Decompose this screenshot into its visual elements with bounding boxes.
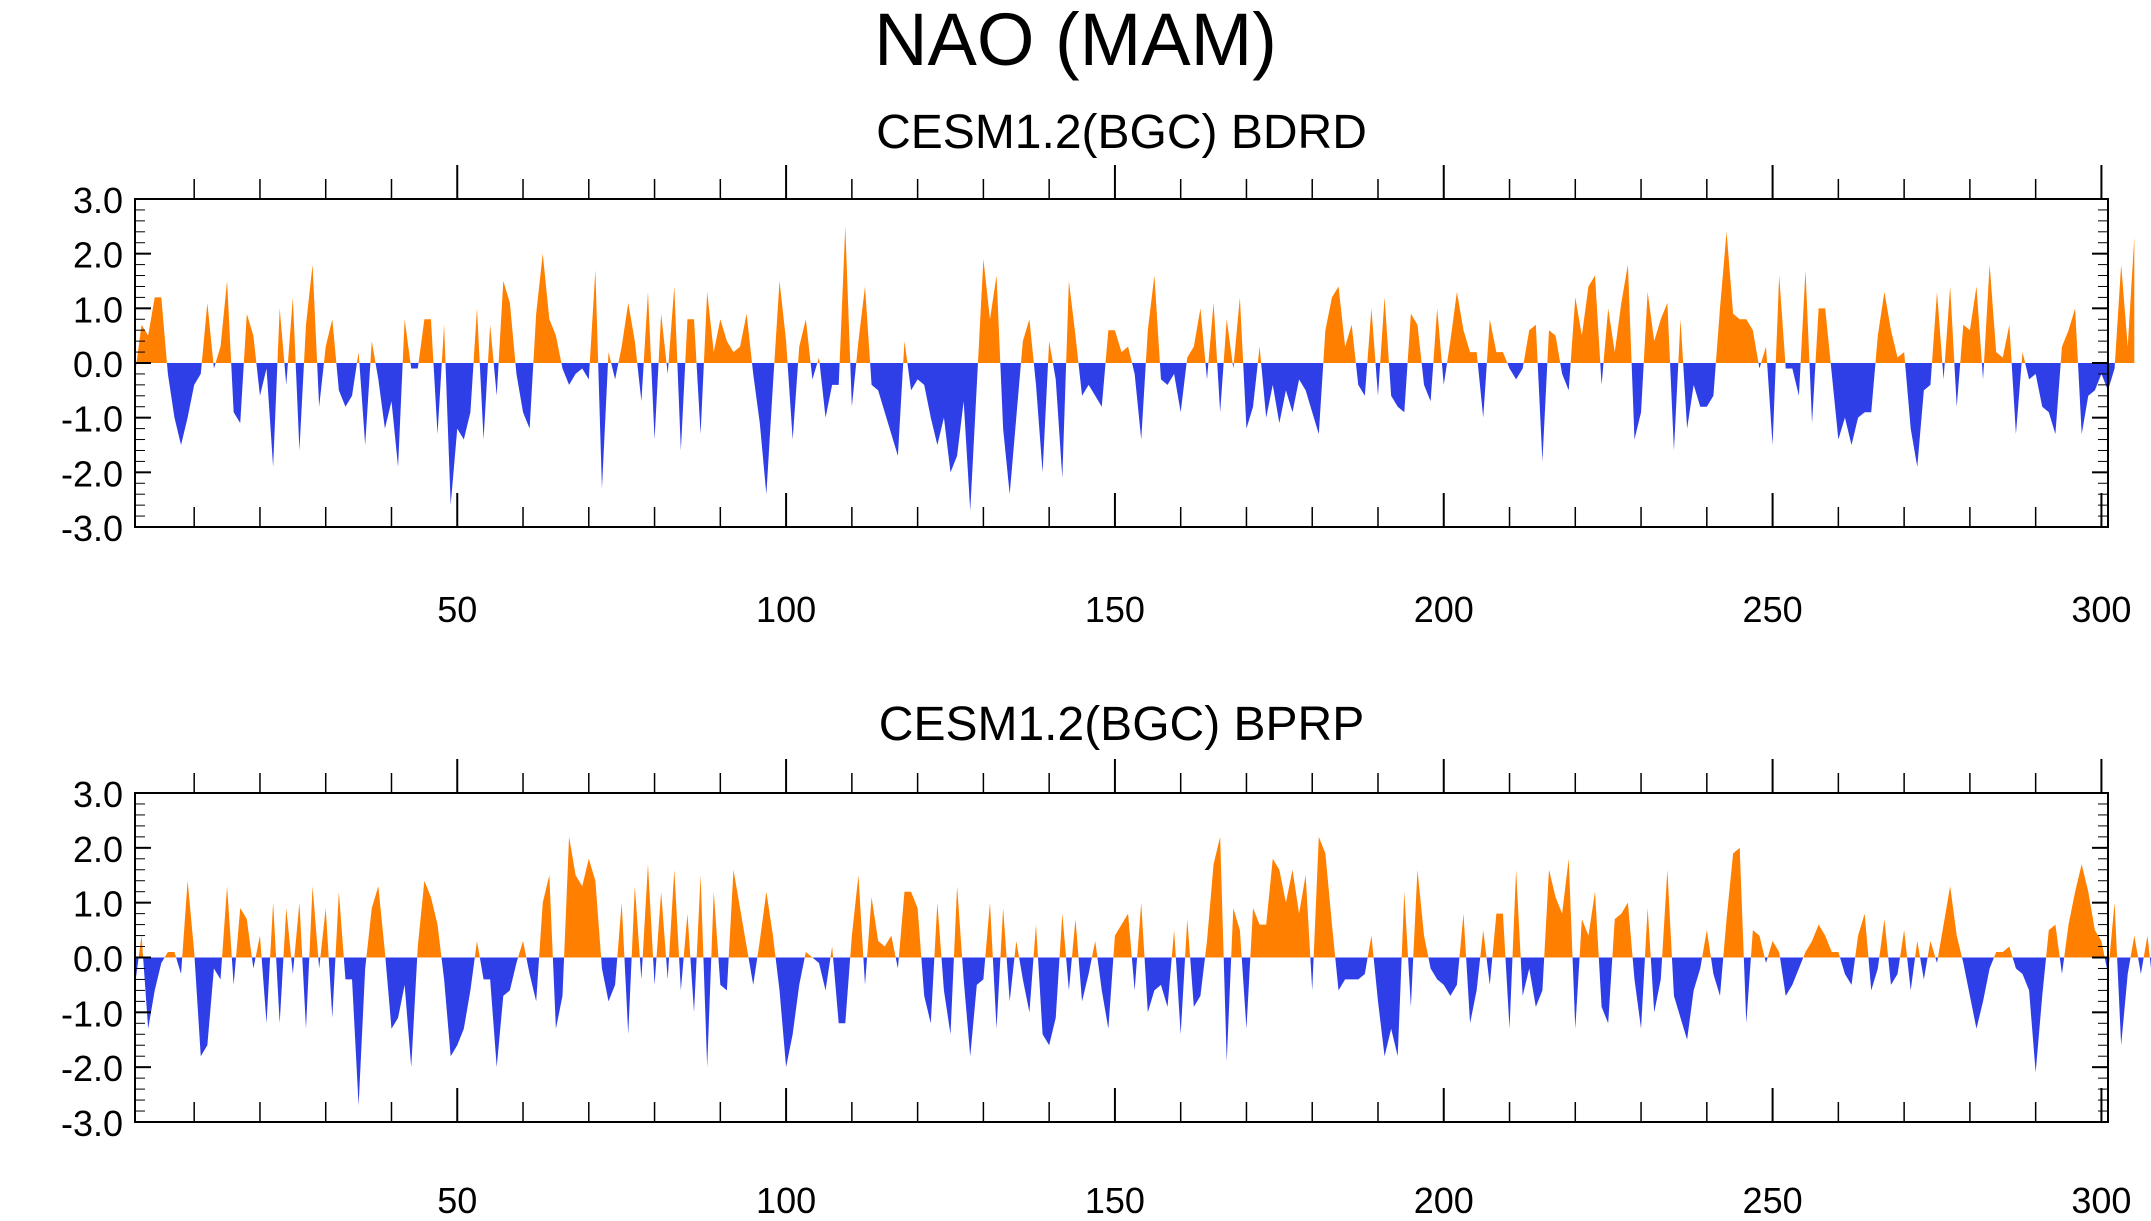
x-tick-label: 150	[1085, 1180, 1145, 1221]
negative-anomaly-area	[135, 957, 2151, 1106]
x-tick-label: 100	[756, 1180, 816, 1221]
x-tick-label: 250	[1743, 1180, 1803, 1221]
x-tick-label: 50	[437, 1180, 477, 1221]
x-tick-label: 200	[1414, 1180, 1474, 1221]
y-tick-label: -3.0	[61, 1103, 123, 1144]
y-tick-label: 1.0	[73, 289, 123, 330]
y-tick-label: 2.0	[73, 235, 123, 276]
y-tick-label: -3.0	[61, 508, 123, 549]
panel-subtitle: CESM1.2(BGC) BPRP	[879, 698, 1364, 751]
x-tick-label: 100	[756, 589, 816, 630]
y-tick-label: 2.0	[73, 829, 123, 870]
x-tick-label: 150	[1085, 589, 1145, 630]
x-tick-label: 300	[2071, 1180, 2131, 1221]
y-tick-label: 0.0	[73, 344, 123, 385]
x-tick-label: 200	[1414, 589, 1474, 630]
panel-bdrd: CESM1.2(BGC) BDRD 3.0 2.0 1.0 0.0 -1.0 -2.0 -3.…	[61, 106, 2135, 630]
x-tick-label: 50	[437, 589, 477, 630]
x-tick-label: 250	[1743, 589, 1803, 630]
y-tick-label: -2.0	[61, 453, 123, 494]
positive-anomaly-area	[138, 836, 2150, 958]
panel-bprp: CESM1.2(BGC) BPRP 3.0 2.0 1.0 0.0 -1.0 -2.0 -3.…	[61, 698, 2151, 1221]
y-tick-label: -2.0	[61, 1048, 123, 1089]
negative-anomaly-area	[135, 363, 2115, 511]
y-tick-label: 3.0	[73, 180, 123, 221]
positive-anomaly-area	[136, 226, 2135, 363]
y-tick-label: 0.0	[73, 939, 123, 980]
y-tick-label: -1.0	[61, 399, 123, 440]
x-tick-label: 300	[2071, 589, 2131, 630]
y-tick-label: 3.0	[73, 774, 123, 815]
y-tick-label: -1.0	[61, 993, 123, 1034]
chart-main-title: NAO (MAM)	[874, 0, 1277, 81]
panel-subtitle: CESM1.2(BGC) BDRD	[876, 106, 1367, 159]
y-tick-label: 1.0	[73, 884, 123, 925]
